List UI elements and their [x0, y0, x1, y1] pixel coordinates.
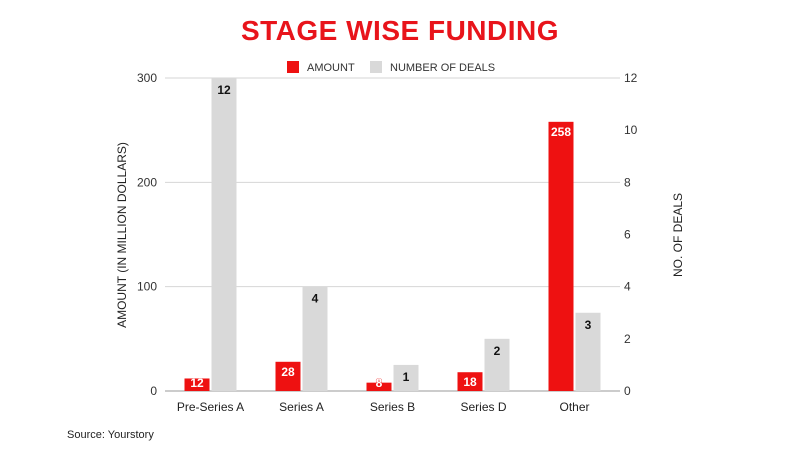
legend-label-amount: AMOUNT: [307, 62, 355, 74]
data-label-deals: 4: [312, 292, 319, 306]
y-axis-right-tick-label: 4: [624, 280, 631, 294]
bar-amount: [184, 378, 210, 391]
y-axis-right-tick-label: 12: [624, 71, 638, 85]
y-axis-right-tick-label: 10: [624, 123, 638, 137]
data-label-deals: 12: [217, 83, 231, 97]
x-axis-category-label: Other: [559, 400, 589, 414]
legend: AMOUNT NUMBER OF DEALS: [287, 61, 495, 74]
y-axis-left-tick-label: 100: [137, 280, 157, 294]
bar-deals: [302, 286, 328, 391]
data-label-amount: 18: [463, 375, 477, 389]
data-label-deals: 2: [494, 344, 501, 358]
bar-amount: [548, 121, 574, 391]
y-axis-left-ticks: 0 100 200 300: [137, 71, 157, 398]
bar-deals: [484, 338, 510, 391]
bar-amount: [457, 372, 483, 391]
legend-label-deals: NUMBER OF DEALS: [390, 62, 495, 74]
x-axis-category-label: Pre-Series A: [177, 400, 244, 414]
bar-deals: [575, 312, 601, 391]
data-label-amount: 258: [551, 125, 571, 139]
bar-deals: [211, 78, 237, 391]
bars: [184, 78, 601, 391]
data-labels: 12 12 28 4 8 1 18 2 258 3: [190, 83, 592, 390]
gridlines: [165, 77, 620, 392]
y-axis-left-tick-label: 0: [150, 384, 157, 398]
bar-deals: [393, 364, 419, 391]
x-axis-category-label: Series B: [370, 400, 415, 414]
legend-swatch-amount: [287, 61, 299, 73]
y-axis-right-tick-label: 2: [624, 332, 631, 346]
chart-title: STAGE WISE FUNDING: [241, 15, 559, 46]
y-axis-left-tick-label: 200: [137, 175, 157, 189]
x-axis-categories: Pre-Series A Series A Series B Series D Othe…: [177, 400, 590, 414]
source-note: Source: Yourstory: [67, 429, 154, 441]
data-label-deals: 3: [585, 318, 592, 332]
bar-amount: [366, 382, 392, 391]
y-axis-right-tick-label: 0: [624, 384, 631, 398]
data-label-amount: 12: [190, 376, 204, 390]
legend-swatch-deals: [370, 61, 382, 73]
y-axis-right-tick-label: 8: [624, 175, 631, 189]
data-label-amount: 28: [281, 365, 295, 379]
x-axis-category-label: Series D: [460, 400, 506, 414]
y-axis-right-ticks: 0 2 4 6 8 10 12: [624, 71, 638, 398]
y-axis-right-title: NO. OF DEALS: [671, 193, 685, 277]
data-label-amount: 8: [376, 376, 383, 390]
y-axis-left-title: AMOUNT (IN MILLION DOLLARS): [115, 142, 129, 328]
data-label-deals: 1: [403, 370, 410, 384]
x-axis-category-label: Series A: [279, 400, 324, 414]
y-axis-right-tick-label: 6: [624, 228, 631, 242]
y-axis-left-tick-label: 300: [137, 71, 157, 85]
bar-amount: [275, 361, 301, 391]
